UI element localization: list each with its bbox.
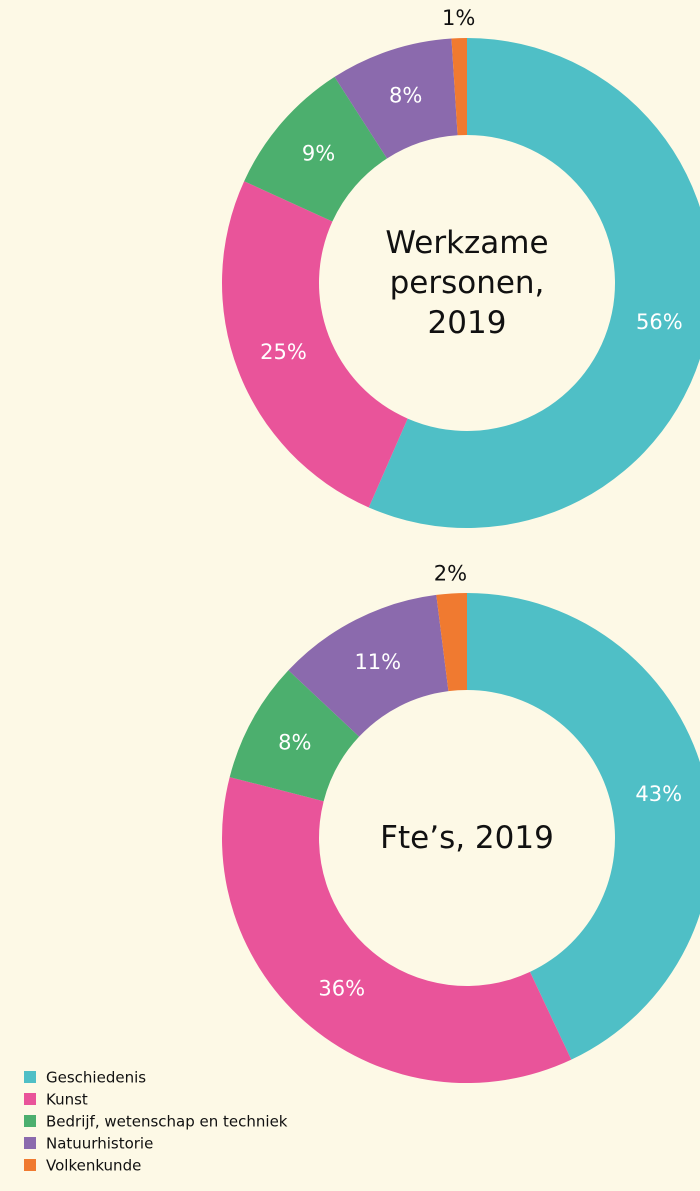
legend-swatch — [24, 1115, 36, 1127]
donut-slice — [229, 670, 360, 802]
slice-label: 9% — [302, 141, 335, 165]
legend-swatch — [24, 1137, 36, 1149]
legend-label: Kunst — [46, 1091, 88, 1109]
slice-label: 8% — [278, 730, 311, 754]
slice-label: 43% — [635, 782, 682, 806]
slice-label: 11% — [354, 650, 401, 674]
legend-swatch — [24, 1093, 36, 1105]
slice-label: 25% — [260, 340, 307, 364]
legend-label: Bedrijf, wetenschap en techniek — [46, 1113, 288, 1131]
donut-slice — [436, 593, 467, 692]
donut-title: Fte’s, 2019 — [380, 820, 554, 856]
donut-slice — [288, 594, 449, 737]
donut-slice — [368, 38, 700, 528]
legend-label: Geschiedenis — [46, 1069, 146, 1087]
donut-slice — [222, 777, 572, 1083]
donut-slice — [451, 38, 467, 136]
slice-label: 1% — [442, 6, 475, 30]
donut-slice — [467, 593, 700, 1060]
legend-label: Natuurhistorie — [46, 1135, 153, 1153]
donut-title: Werkzame personen, 2019 — [385, 225, 549, 341]
donut-slice — [244, 76, 387, 222]
donut-slice — [222, 181, 408, 508]
legend-label: Volkenkunde — [46, 1157, 141, 1175]
legend-swatch — [24, 1071, 36, 1083]
slice-label: 36% — [318, 976, 365, 1000]
slice-label: 2% — [434, 562, 467, 586]
donut-slice — [334, 38, 458, 159]
legend-swatch — [24, 1159, 36, 1171]
slice-label: 8% — [389, 83, 422, 107]
slice-label: 56% — [636, 310, 683, 334]
